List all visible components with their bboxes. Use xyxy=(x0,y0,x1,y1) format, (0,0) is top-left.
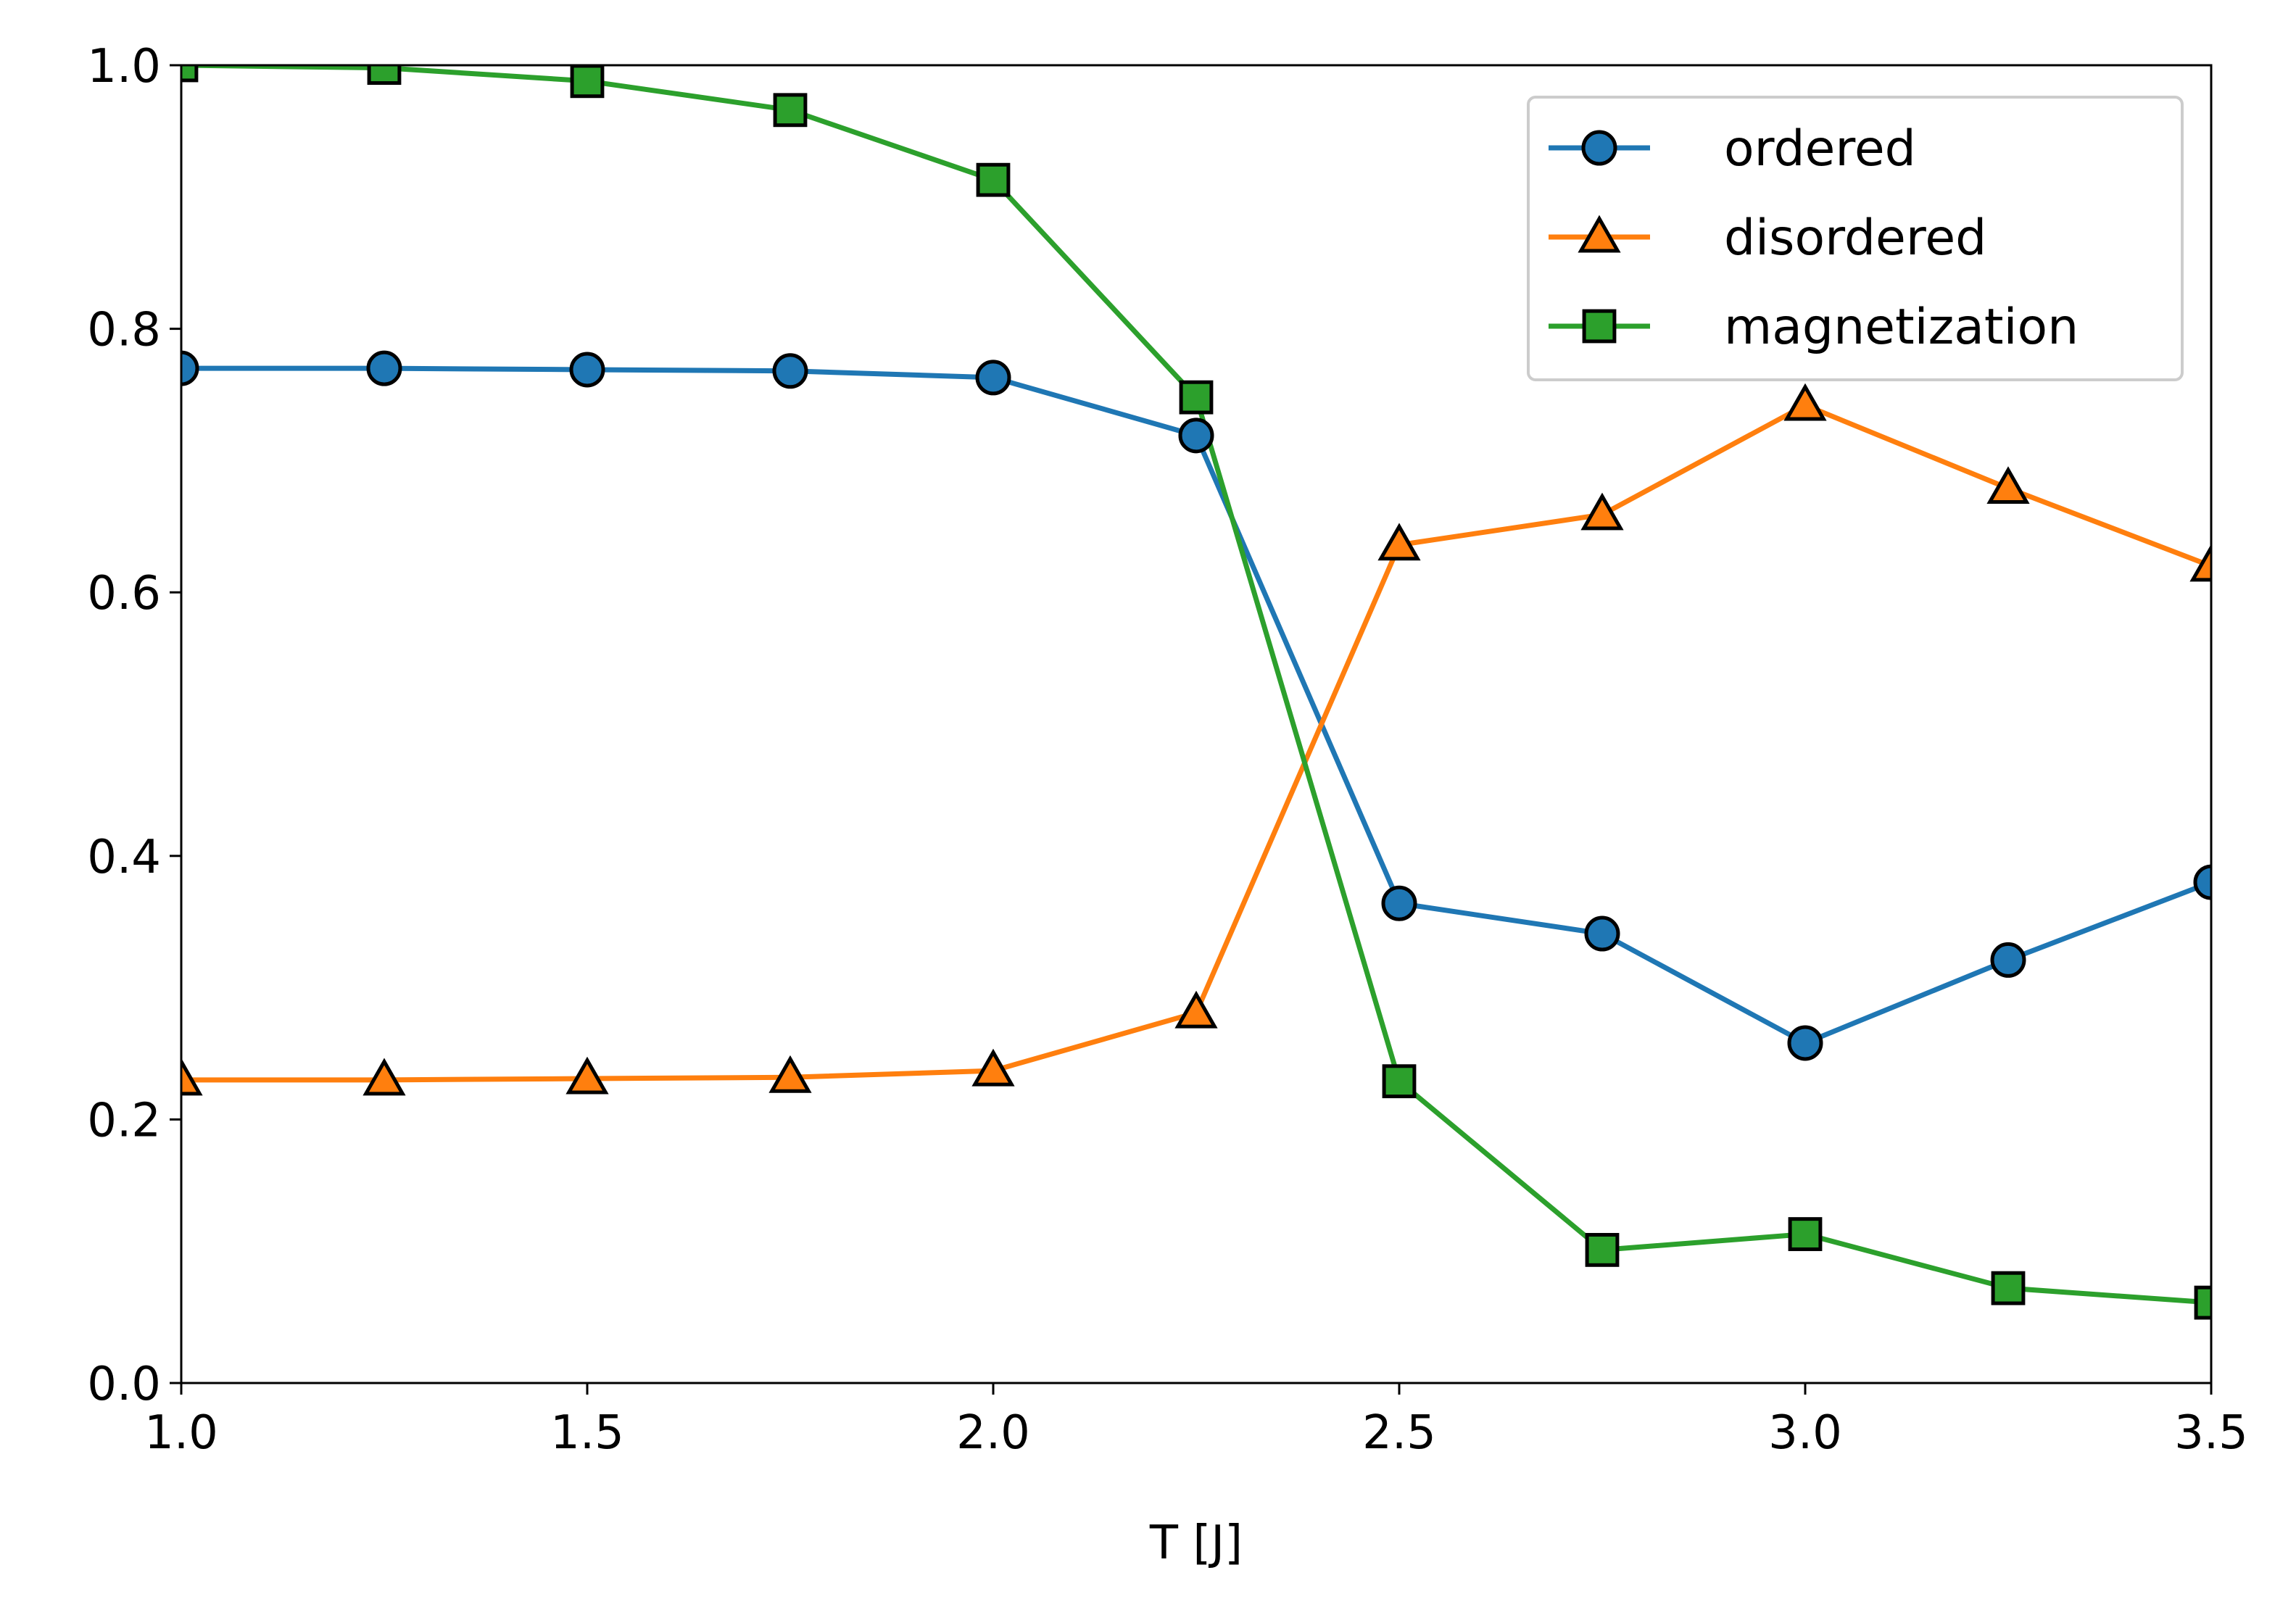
y-tick-label: 0.2 xyxy=(87,1094,161,1147)
data-point-triangle xyxy=(768,1055,812,1093)
series-markers-disordered xyxy=(181,383,2211,1096)
data-point-triangle xyxy=(2189,544,2211,582)
data-point-square xyxy=(2194,1285,2211,1320)
data-point-square xyxy=(1991,1271,2026,1305)
legend: ordered disordered magnetization xyxy=(1527,96,2184,381)
data-point-square xyxy=(1585,1232,1620,1267)
data-point-triangle xyxy=(565,1056,609,1095)
series-markers-magnetization xyxy=(181,65,2211,1320)
data-point-square xyxy=(976,162,1011,197)
y-tick-label: 1.0 xyxy=(87,40,161,94)
legend-label: magnetization xyxy=(1724,299,2079,356)
legend-item-ordered: ordered xyxy=(1549,120,1916,178)
data-point-triangle xyxy=(181,1058,203,1096)
data-point-triangle xyxy=(1377,523,1421,561)
data-point-circle xyxy=(1381,885,1417,921)
data-point-square xyxy=(1382,1064,1417,1099)
data-point-triangle xyxy=(1986,466,2030,504)
series-markers-ordered xyxy=(181,350,2211,1061)
data-point-circle xyxy=(975,360,1011,396)
x-tick-label: 1.5 xyxy=(550,1406,624,1460)
data-point-circle xyxy=(1581,130,1617,166)
axis-ticks: 1.0 1.5 2.0 2.5 3.0 3.5 0.0 0.2 0.4 0.6 0.8 1.0 xyxy=(87,40,2248,1460)
y-tick-label: 0.6 xyxy=(87,567,161,620)
legend-item-magnetization: magnetization xyxy=(1549,299,2079,356)
data-point-triangle xyxy=(1174,990,1218,1029)
data-point-circle xyxy=(772,353,808,389)
y-tick-label: 0.4 xyxy=(87,831,161,884)
data-point-circle xyxy=(1990,942,2026,978)
plot-frame xyxy=(180,64,2213,1384)
legend-item-disordered: disordered xyxy=(1549,209,1986,267)
x-tick-label: 1.0 xyxy=(144,1406,218,1460)
data-point-circle xyxy=(1178,418,1214,454)
legend-label: disordered xyxy=(1724,209,1986,267)
data-point-circle xyxy=(1584,915,1620,952)
data-point-triangle xyxy=(971,1048,1015,1087)
data-point-square xyxy=(1179,380,1214,415)
data-point-square xyxy=(1582,309,1617,344)
y-tick-label: 0.8 xyxy=(87,304,161,357)
data-point-circle xyxy=(181,350,199,386)
data-point-circle xyxy=(366,350,402,386)
x-tick-label: 3.0 xyxy=(1768,1406,1842,1460)
data-point-circle xyxy=(569,352,605,388)
x-tick-label: 3.5 xyxy=(2174,1406,2248,1460)
x-tick-label: 2.0 xyxy=(956,1406,1030,1460)
x-tick-label: 2.5 xyxy=(1362,1406,1436,1460)
legend-box xyxy=(1527,96,2184,381)
data-point-triangle xyxy=(1783,383,1827,421)
legend-label: ordered xyxy=(1724,120,1916,178)
data-point-square xyxy=(773,93,808,128)
series-clip-group xyxy=(181,65,2211,1320)
data-point-square xyxy=(570,65,605,99)
x-axis-label: T [J] xyxy=(1149,1516,1243,1570)
data-point-circle xyxy=(2193,864,2211,900)
y-tick-label: 0.0 xyxy=(87,1358,161,1411)
series-layer xyxy=(181,65,2211,1320)
data-point-triangle xyxy=(1580,492,1624,531)
data-point-triangle xyxy=(1578,215,1621,253)
data-point-square xyxy=(1788,1217,1823,1251)
data-point-square xyxy=(367,65,402,86)
data-point-triangle xyxy=(362,1058,406,1096)
data-point-circle xyxy=(1787,1025,1823,1061)
